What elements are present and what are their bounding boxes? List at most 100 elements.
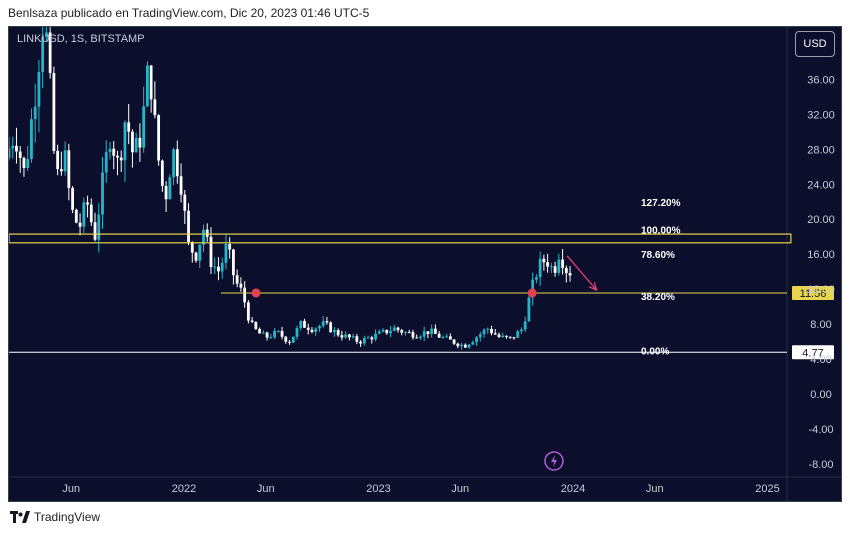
candle-body [542, 258, 546, 263]
candle-body [467, 344, 471, 348]
candle-body [557, 259, 561, 273]
footer-brand[interactable]: TradingView [10, 510, 100, 524]
candle-body [366, 337, 370, 339]
candle-body [131, 131, 134, 153]
candle-body [97, 214, 101, 240]
candle-body [396, 327, 400, 331]
candle-body [168, 177, 172, 200]
chart-frame[interactable]: 127.20% 100.00% 78.60% 38.20% 0.00% 11.56 4.77… [8, 26, 842, 502]
candle-body [475, 337, 478, 343]
candle-body [153, 99, 157, 116]
price-label-box [792, 285, 834, 300]
candle-body [564, 267, 568, 274]
candle-body [269, 337, 273, 339]
price-label-box [792, 345, 834, 360]
trend-arrow [566, 255, 597, 291]
candle-body [534, 277, 538, 280]
candle-body [347, 334, 351, 338]
candle-body [538, 258, 542, 278]
candle-body [295, 328, 299, 337]
candle-body [213, 266, 217, 268]
candle-body [232, 249, 235, 276]
candle-body [512, 337, 516, 339]
candle-body [30, 119, 33, 160]
candle-body [59, 169, 63, 172]
candle-body [258, 328, 262, 334]
candle-body [104, 152, 108, 173]
x-tick-label: 2025 [755, 483, 779, 495]
candle-body [71, 187, 74, 210]
y-tick-label: -4.00 [808, 424, 833, 436]
candle-body [482, 329, 486, 335]
candle-body [568, 273, 572, 276]
candle-body [18, 151, 22, 158]
marker-dot [527, 288, 537, 298]
candle-body [411, 332, 415, 338]
candle-body [385, 329, 389, 334]
y-axis: 36.00 32.00 28.00 24.00 20.00 16.00 12.00 8.00 4… [807, 74, 835, 470]
candle-body [310, 329, 314, 332]
candle-body [52, 72, 56, 151]
candle-body [254, 322, 258, 329]
candle-body [164, 185, 168, 200]
grid-layer [9, 27, 841, 501]
candle-body [422, 331, 426, 337]
candle-body [243, 287, 247, 303]
candle-body [329, 322, 333, 333]
candle-body [138, 137, 142, 148]
candle-body [112, 148, 116, 156]
candle-body [370, 337, 374, 340]
candle-body [377, 331, 381, 334]
symbol-label: LINKUSD, 1S, BITSTAMP [17, 33, 145, 45]
y-tick-label: 8.00 [810, 319, 831, 331]
candle-body [205, 229, 209, 237]
candle-body [187, 210, 190, 243]
candle-body [202, 229, 205, 245]
candle-body [546, 262, 550, 267]
candle-body [220, 262, 224, 272]
trend-arrow-head [588, 282, 598, 292]
candle-body [400, 330, 404, 333]
candlestick-chart[interactable]: 127.20% 100.00% 78.60% 38.20% 0.00% 11.56 4.77… [9, 27, 841, 501]
fib-level-label: 127.20% [641, 198, 681, 209]
candle-body [101, 172, 104, 215]
x-tick-label: 2024 [561, 483, 585, 495]
candle-body [127, 122, 131, 132]
candle-body [471, 342, 475, 345]
tradingview-logo-icon [10, 511, 30, 523]
candle-body [561, 259, 564, 268]
candle-body [116, 155, 119, 158]
candle-body [22, 157, 26, 168]
candle-body [374, 333, 377, 340]
candle-body [553, 266, 557, 273]
fib-level-label: 0.00% [641, 346, 669, 357]
candle-body [235, 275, 239, 284]
y-tick-label: 16.00 [807, 249, 835, 261]
x-tick-label: 2023 [366, 483, 390, 495]
candle-body [123, 122, 127, 161]
currency-button[interactable]: USD [795, 31, 835, 57]
candle-body [45, 32, 48, 37]
candle-body [415, 337, 419, 339]
candle-body [426, 331, 430, 334]
candle-body [288, 341, 291, 343]
candle-body [362, 338, 366, 344]
candle-body [265, 332, 269, 338]
candle-body [190, 242, 194, 253]
candle-body [445, 336, 449, 338]
candle-body [497, 334, 501, 337]
candle-body [448, 336, 452, 340]
candle-body [93, 222, 97, 240]
candle-body [523, 321, 527, 330]
y-tick-label: 32.00 [807, 109, 835, 121]
resistance-zone [9, 233, 792, 244]
candle-body [404, 332, 407, 334]
candle-body [67, 150, 71, 188]
candle-body [318, 325, 321, 329]
candle-body [209, 236, 213, 267]
candle-body [389, 331, 392, 334]
candle-body [48, 32, 52, 73]
candle-body [355, 336, 359, 342]
candle-body [359, 341, 362, 344]
candle-body [284, 336, 288, 342]
